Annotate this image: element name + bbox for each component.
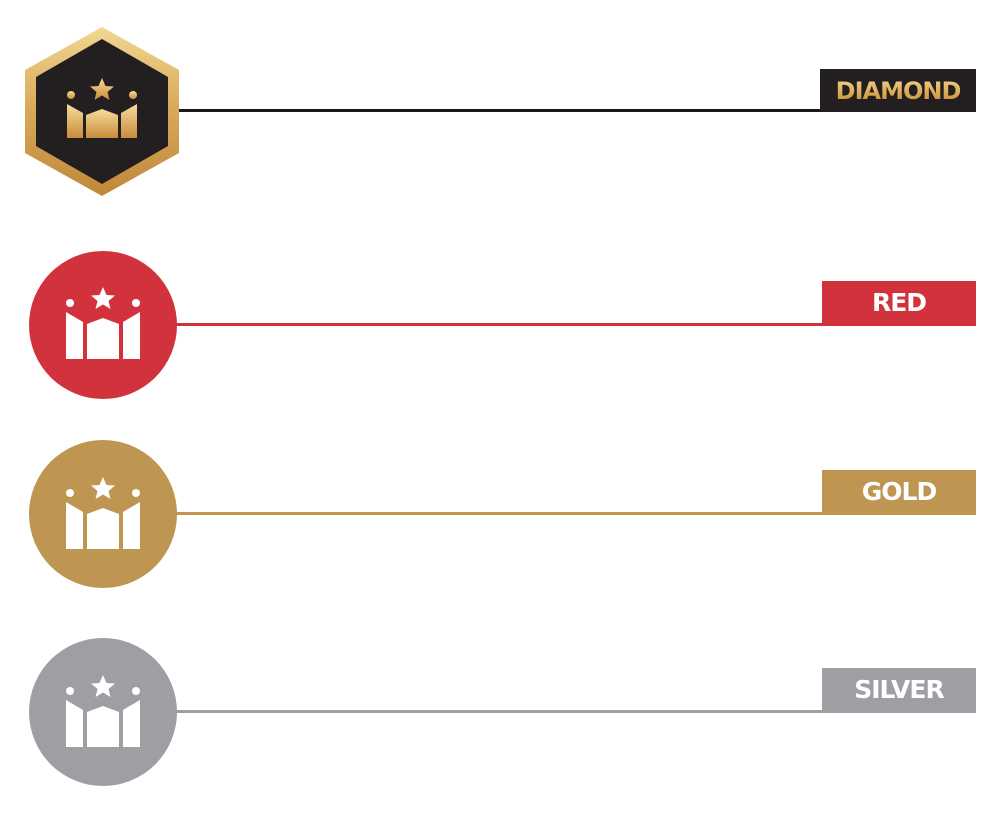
tier-diamond-label: DIAMOND [820,69,976,112]
hexagon-badge-icon [25,27,179,196]
tier-silver-divider [150,710,976,713]
diamond-badge [22,25,182,197]
crown-icon [67,78,137,138]
tier-gold-label: GOLD [822,470,976,512]
circle-badge-icon [29,440,177,588]
crown-icon [66,477,140,549]
tier-silver: SILVER [0,638,1000,798]
tier-gold-divider [150,512,976,515]
tier-red: RED [0,250,1000,410]
tier-diamond: DIAMOND [0,25,1000,196]
red-badge [28,250,178,400]
crown-icon [66,287,140,359]
circle-badge-icon [29,251,177,399]
tier-silver-label: SILVER [822,668,976,710]
crown-icon [66,675,140,747]
gold-badge [28,440,178,590]
tier-gold: GOLD [0,440,1000,600]
tier-red-label: RED [822,281,976,323]
silver-badge [28,638,178,788]
tier-diamond-divider [150,109,976,112]
tier-red-divider [150,323,976,326]
circle-badge-icon [29,638,177,786]
